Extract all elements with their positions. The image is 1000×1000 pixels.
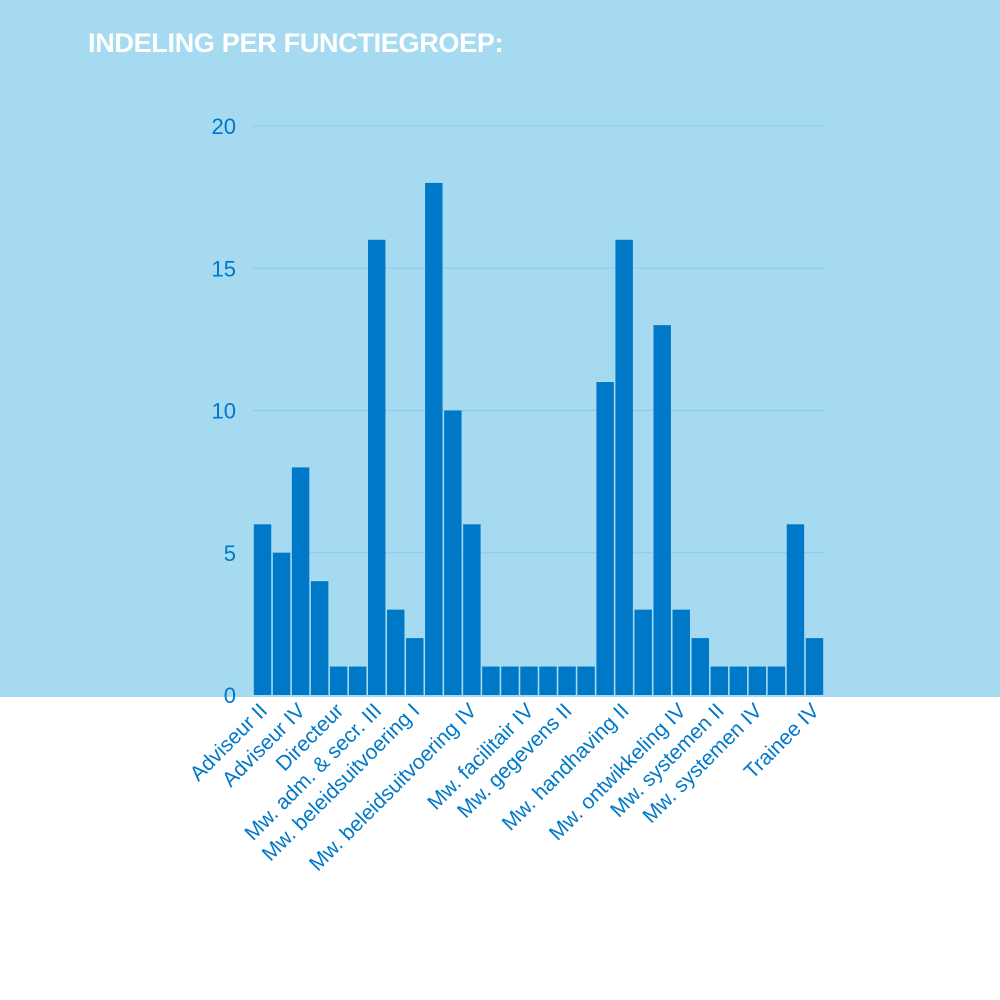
bar bbox=[310, 581, 329, 695]
bar bbox=[596, 382, 614, 695]
bar bbox=[558, 666, 576, 695]
bar bbox=[634, 609, 652, 695]
bar bbox=[368, 239, 386, 696]
bar bbox=[482, 666, 500, 695]
y-tick-label: 10 bbox=[212, 399, 236, 424]
bar bbox=[425, 182, 443, 695]
bar bbox=[329, 666, 348, 695]
bar bbox=[710, 666, 729, 695]
bar bbox=[767, 666, 786, 695]
y-tick-label: 5 bbox=[224, 541, 236, 566]
bar bbox=[463, 524, 481, 695]
bar bbox=[520, 666, 538, 695]
bar bbox=[805, 638, 824, 695]
bar bbox=[672, 609, 690, 695]
chart-title: INDELING PER FUNCTIEGROEP: bbox=[88, 28, 504, 58]
bar bbox=[272, 552, 291, 695]
bar bbox=[501, 666, 519, 695]
bar bbox=[653, 325, 671, 695]
bar bbox=[615, 239, 633, 696]
y-tick-label: 0 bbox=[224, 683, 236, 708]
bar bbox=[729, 666, 748, 695]
bar bbox=[786, 524, 805, 695]
y-tick-label: 20 bbox=[212, 114, 236, 139]
bar bbox=[406, 638, 424, 695]
bar bbox=[253, 524, 272, 695]
bar bbox=[577, 666, 595, 695]
bar bbox=[444, 410, 462, 695]
bar bbox=[691, 638, 709, 695]
y-tick-label: 15 bbox=[212, 256, 236, 281]
bar bbox=[291, 467, 310, 695]
bar bbox=[539, 666, 557, 695]
bar bbox=[387, 609, 405, 695]
bar bbox=[348, 666, 367, 695]
bar bbox=[748, 666, 767, 695]
chart-background bbox=[0, 0, 1000, 697]
